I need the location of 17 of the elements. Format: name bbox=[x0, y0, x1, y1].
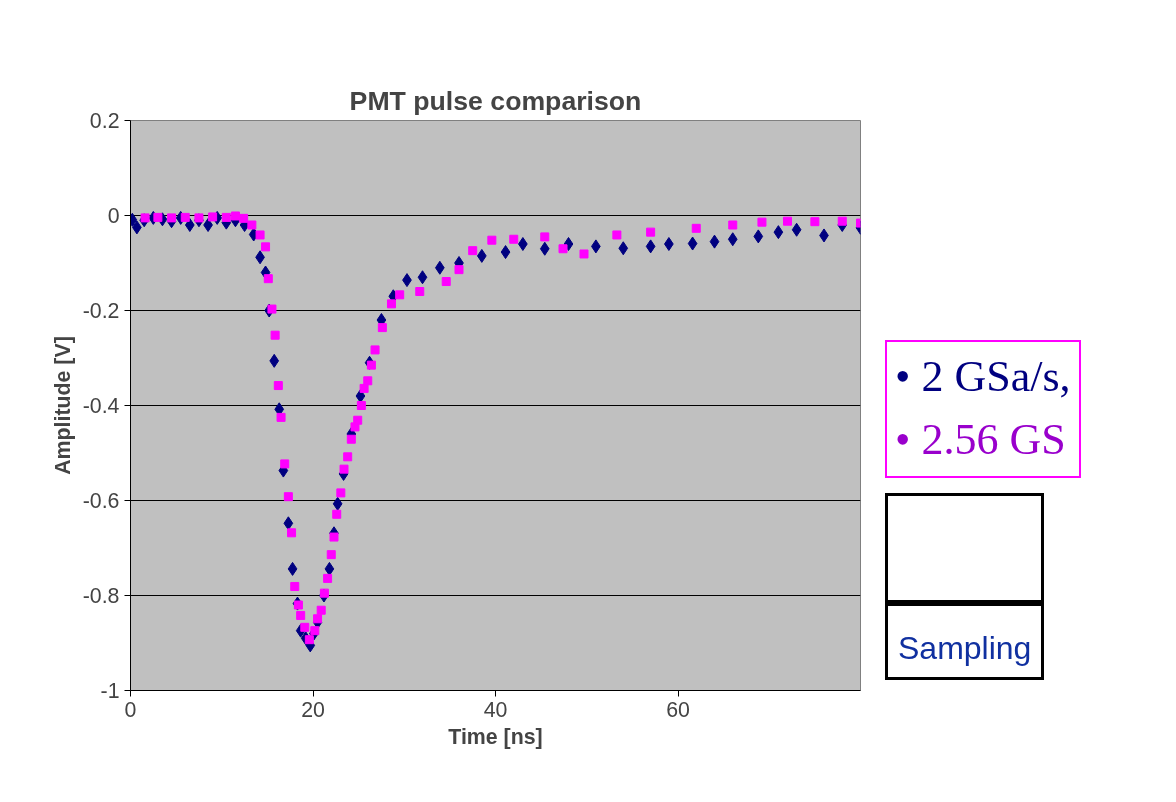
y-tick-label: 0 bbox=[107, 204, 120, 228]
y-tick-label: -0.2 bbox=[82, 299, 120, 323]
y-tick-label: -0.8 bbox=[82, 584, 120, 608]
x-tick-label: 40 bbox=[483, 697, 508, 722]
y-axis-title: Amplitude [V] bbox=[50, 336, 75, 475]
x-axis-title: Time [ns] bbox=[448, 724, 543, 749]
y-tick-label: -0.6 bbox=[82, 489, 120, 513]
text: • 2.56 GS bbox=[895, 413, 1067, 466]
y-tick-label: 0.2 bbox=[89, 109, 120, 133]
y-tick-label: -1 bbox=[100, 679, 120, 703]
x-tick-label: 60 bbox=[666, 697, 690, 722]
x-tick-label: 20 bbox=[301, 697, 325, 722]
chart-title: PMT pulse comparison bbox=[349, 85, 642, 116]
text: Sampling bbox=[885, 602, 1045, 681]
text: • 2 GSa/s, bbox=[895, 351, 1071, 403]
x-tick-label: 0 bbox=[124, 697, 137, 722]
y-tick-label: -0.4 bbox=[82, 394, 120, 418]
